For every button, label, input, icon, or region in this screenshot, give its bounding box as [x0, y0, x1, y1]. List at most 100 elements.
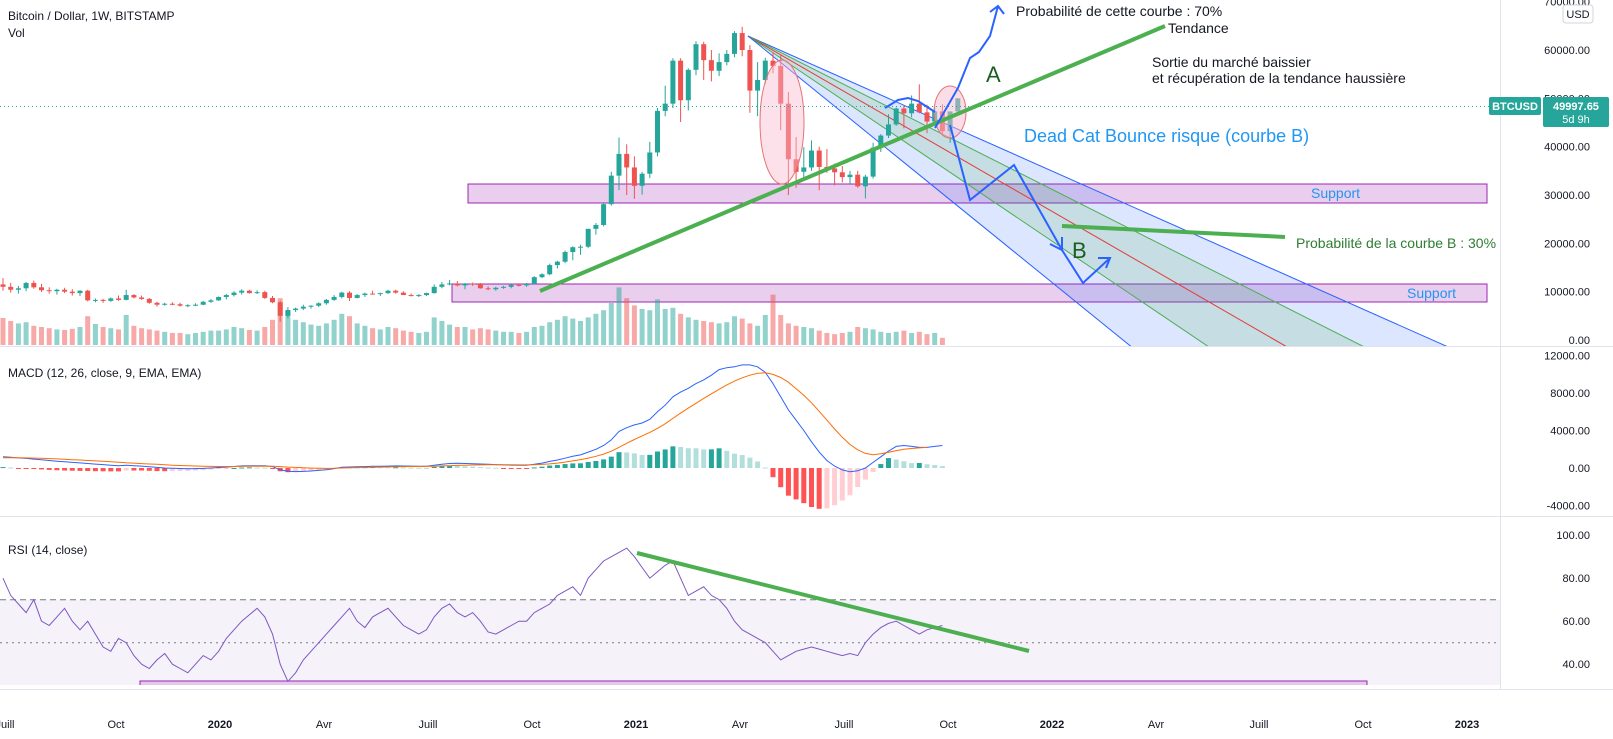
candle-body[interactable] [462, 283, 468, 286]
candle-body[interactable] [377, 293, 383, 295]
candle-body[interactable] [316, 303, 322, 306]
candle-body[interactable] [909, 103, 915, 114]
support-label-lower[interactable]: Support [1407, 285, 1456, 301]
label-b[interactable]: B [1072, 238, 1087, 263]
candle-body[interactable] [608, 175, 614, 205]
time-axis[interactable]: Juill Oct 2020 Avr Juill Oct 2021 Avr Juill Oct 20… [0, 719, 1479, 731]
rsi-support-zone[interactable] [139, 680, 1368, 687]
candle-body[interactable] [562, 252, 568, 262]
candle-body[interactable] [131, 295, 137, 298]
support-label-upper[interactable]: Support [1311, 185, 1360, 201]
candle-body[interactable] [724, 53, 730, 63]
candle-body[interactable] [847, 174, 853, 178]
candle-body[interactable] [878, 135, 884, 148]
trend-line-b[interactable] [1061, 224, 1286, 239]
candle-body[interactable] [347, 292, 352, 298]
trend-line-tendance[interactable] [539, 24, 1166, 293]
candle-body[interactable] [162, 303, 168, 305]
candle-body[interactable] [901, 108, 907, 114]
candle-body[interactable] [554, 261, 560, 266]
candle-body[interactable] [616, 153, 622, 176]
candle-body[interactable] [154, 302, 160, 305]
candle-body[interactable] [231, 292, 237, 296]
annotation-dead-cat[interactable]: Dead Cat Bounce risque (courbe B) [1024, 126, 1309, 146]
candle-body[interactable] [8, 286, 14, 290]
candle-body[interactable] [778, 65, 784, 104]
candle-body[interactable] [354, 295, 360, 298]
candle-body[interactable] [655, 110, 660, 153]
candle-body[interactable] [924, 112, 930, 122]
macd-panel[interactable] [0, 364, 945, 509]
candle-body[interactable] [662, 103, 668, 111]
candle-body[interactable] [216, 296, 222, 301]
candle-body[interactable] [685, 69, 691, 101]
candle-body[interactable] [439, 284, 445, 287]
candle-body[interactable] [493, 287, 499, 290]
candle-body[interactable] [762, 60, 768, 80]
candle-body[interactable] [670, 60, 676, 104]
candle-body[interactable] [516, 284, 522, 286]
candle-body[interactable] [916, 103, 922, 113]
candle-body[interactable] [809, 150, 814, 168]
rsi-panel[interactable] [0, 547, 1500, 687]
candle-body[interactable] [447, 283, 453, 285]
candle-body[interactable] [15, 288, 21, 290]
annotation-exit-line1[interactable]: Sortie du marché baissier [1152, 54, 1311, 70]
candle-body[interactable] [208, 300, 214, 302]
candle-body[interactable] [862, 176, 868, 187]
candle-body[interactable] [601, 204, 607, 225]
highlight-ellipse[interactable] [759, 59, 805, 185]
candle-body[interactable] [54, 289, 60, 292]
candle-body[interactable] [408, 295, 414, 297]
candle-body[interactable] [485, 288, 491, 290]
support-zone-lower[interactable] [451, 283, 1488, 303]
candle-body[interactable] [193, 304, 198, 306]
candle-body[interactable] [31, 282, 37, 288]
candle-body[interactable] [708, 60, 714, 71]
candle-body[interactable] [424, 293, 429, 296]
candle-body[interactable] [370, 293, 376, 295]
candle-body[interactable] [123, 295, 129, 300]
candle-body[interactable] [747, 50, 753, 91]
annotation-prob-b[interactable]: Probabilité de la courbe B : 30% [1296, 235, 1496, 251]
candle-body[interactable] [270, 297, 275, 303]
macd-scale[interactable]: 12000.00 8000.00 4000.00 0.00 -4000.00 [1544, 351, 1590, 513]
candle-body[interactable] [85, 290, 91, 301]
candle-body[interactable] [701, 44, 707, 61]
candle-body[interactable] [793, 159, 799, 172]
candle-body[interactable] [400, 292, 406, 296]
fib-speed-fan[interactable] [747, 35, 1500, 370]
candle-body[interactable] [454, 283, 460, 286]
candle-body[interactable] [832, 168, 838, 173]
candle-body[interactable] [893, 108, 899, 125]
candle-body[interactable] [716, 62, 722, 71]
candle-body[interactable] [223, 295, 229, 297]
candle-body[interactable] [477, 283, 483, 289]
candle-body[interactable] [839, 172, 845, 178]
projection-path-b[interactable] [949, 124, 1111, 285]
candle-body[interactable] [855, 174, 861, 187]
candle-body[interactable] [169, 303, 175, 305]
candle-body[interactable] [393, 290, 399, 293]
candle-body[interactable] [539, 274, 545, 278]
candle-body[interactable] [308, 305, 314, 307]
candle-body[interactable] [816, 150, 822, 167]
macd-title[interactable]: MACD (12, 26, close, 9, EMA, EMA) [8, 366, 201, 380]
candle-body[interactable] [277, 302, 283, 316]
candle-body[interactable] [116, 298, 121, 300]
candle-body[interactable] [100, 299, 106, 301]
candle-body[interactable] [139, 297, 145, 299]
label-a[interactable]: A [986, 62, 1001, 87]
volume-legend[interactable]: Vol [8, 26, 25, 40]
candle-body[interactable] [801, 167, 807, 172]
candle-body[interactable] [470, 283, 476, 285]
candle-body[interactable] [870, 147, 876, 177]
main-panel[interactable] [0, 4, 1500, 370]
candle-body[interactable] [570, 247, 576, 253]
candle-body[interactable] [624, 153, 630, 168]
candle-body[interactable] [585, 228, 591, 247]
candle-body[interactable] [0, 284, 6, 287]
currency-button[interactable] [1562, 4, 1594, 24]
candle-body[interactable] [416, 295, 422, 297]
